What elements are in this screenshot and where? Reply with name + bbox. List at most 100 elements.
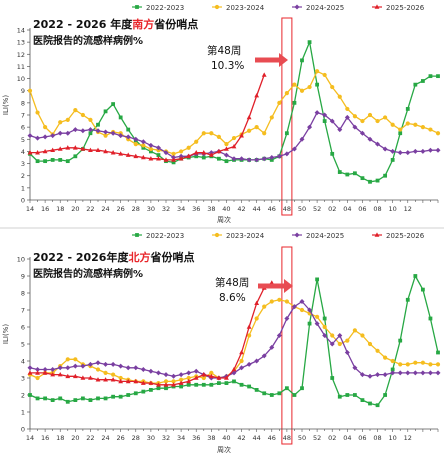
x-tick-label: 32 [162, 434, 170, 442]
data-point [35, 370, 40, 375]
data-point [148, 380, 154, 385]
x-tick-label: 50 [298, 205, 306, 213]
data-point [50, 398, 55, 402]
data-point [277, 391, 282, 396]
data-point [307, 321, 312, 326]
data-point [50, 372, 56, 377]
x-tick-label: 42 [237, 434, 245, 442]
data-point [368, 179, 372, 184]
data-point [58, 120, 63, 125]
data-point [216, 375, 222, 380]
x-tick-label: 28 [132, 434, 140, 442]
data-point [299, 299, 305, 304]
x-tick-label: 14 [26, 434, 34, 442]
x-tick-label: 42 [237, 205, 245, 213]
data-point [118, 363, 124, 369]
data-point [73, 398, 78, 402]
south-chart-svg: 2022 - 2026 年度南方省份哨点 医院报告的流感样病例% 第48周 10… [2, 4, 441, 224]
data-point [35, 159, 40, 164]
data-point [80, 396, 85, 401]
data-point [125, 152, 131, 157]
data-point [156, 386, 161, 391]
data-point [420, 79, 425, 83]
data-point [322, 112, 328, 118]
data-point [103, 370, 108, 375]
data-point [58, 158, 63, 162]
data-point [390, 370, 396, 376]
data-point [126, 393, 131, 397]
data-point [261, 156, 267, 162]
x-tick-label: 08 [373, 205, 381, 213]
data-point [405, 121, 410, 126]
data-point [201, 375, 206, 381]
legend-marker [214, 4, 220, 10]
data-point [155, 145, 161, 151]
y-tick-label: 5 [21, 341, 25, 349]
x-axis-label: 周次 [217, 215, 231, 224]
x-tick-label: 36 [192, 205, 200, 213]
legend-label: 2023-2024 [226, 232, 265, 240]
x-tick-label: 44 [253, 434, 261, 442]
x-tick-label: 34 [177, 205, 185, 213]
data-point [247, 128, 252, 133]
data-point [155, 370, 161, 376]
data-point [179, 384, 184, 389]
arrow-shaft [255, 57, 280, 63]
y-tick-label: 1 [21, 409, 25, 417]
data-point [254, 388, 259, 392]
data-point [141, 389, 146, 394]
data-point [261, 353, 267, 359]
data-point [43, 159, 48, 164]
data-point [360, 333, 365, 338]
data-point [405, 107, 410, 111]
x-tick-label: 12 [404, 205, 412, 213]
data-point [428, 316, 433, 321]
data-point [262, 391, 267, 396]
data-point [300, 386, 304, 391]
data-point [436, 350, 440, 355]
arrow-head [284, 279, 293, 293]
data-point [110, 377, 116, 382]
data-point [88, 147, 93, 153]
data-point [65, 357, 70, 362]
data-point [186, 375, 191, 381]
data-point [291, 146, 297, 152]
data-point [352, 365, 358, 371]
data-point [88, 375, 93, 380]
data-point [223, 152, 229, 158]
data-point [307, 40, 312, 45]
x-tick-label: 38 [207, 434, 215, 442]
data-point [65, 130, 71, 136]
north-chart-panel: 2022 - 2026年度北方省份哨点 医院报告的流感样病例% 第48周 8.6… [0, 229, 444, 458]
data-point [375, 178, 380, 183]
x-tick-label: 40 [222, 434, 230, 442]
data-point [329, 341, 335, 347]
data-point [42, 148, 48, 154]
data-point [382, 146, 388, 152]
annotation-arrow [255, 53, 288, 67]
y-tick-label: 4 [21, 358, 25, 366]
data-point [35, 396, 40, 401]
y-tick-label: 11 [17, 63, 25, 71]
chart-subtitle: 医院报告的流感样病例% [33, 34, 143, 47]
arrow-head [279, 53, 288, 67]
data-point [80, 363, 86, 369]
data-point [141, 143, 146, 148]
data-point [345, 338, 350, 343]
y-tick-label: 4 [21, 148, 25, 156]
x-tick-label: 06 [358, 205, 366, 213]
x-tick-label: 46 [268, 434, 276, 442]
data-point [413, 274, 418, 278]
data-point [398, 338, 403, 343]
x-tick-label: 16 [41, 434, 49, 442]
data-point [428, 362, 433, 367]
x-tick-label: 12 [404, 434, 412, 442]
data-point [330, 333, 335, 338]
data-point [315, 69, 320, 74]
data-point [277, 297, 282, 302]
data-point [133, 153, 139, 159]
data-point [383, 355, 388, 360]
data-point [96, 396, 100, 401]
y-axis-label: ILI(%) [2, 95, 10, 115]
series-2025-2026 [27, 280, 275, 387]
